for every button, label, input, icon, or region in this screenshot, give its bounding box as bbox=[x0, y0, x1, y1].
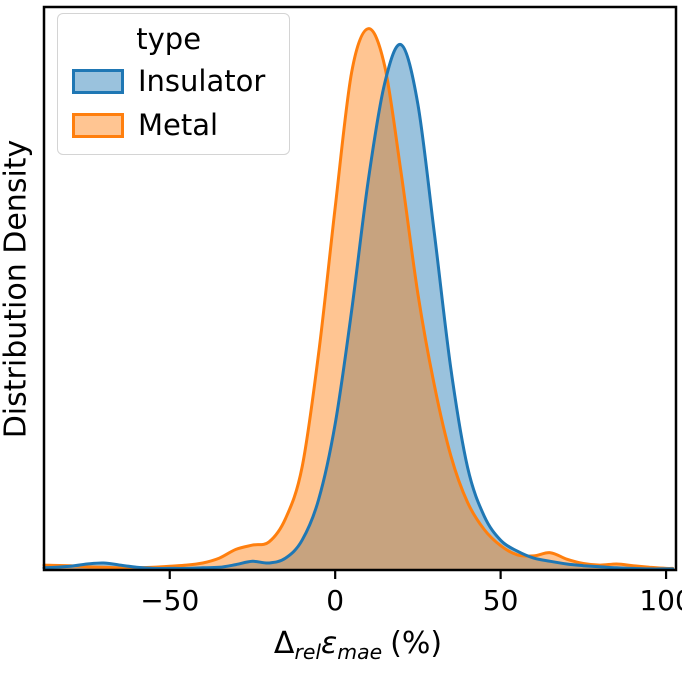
x-tick-label: 0 bbox=[326, 584, 344, 617]
y-axis-label: Distribution Density bbox=[0, 139, 34, 439]
legend-swatch-insulator bbox=[72, 68, 124, 94]
xlabel-mae-subscript: mae bbox=[337, 639, 383, 664]
xlabel-rel-subscript: rel bbox=[294, 639, 322, 664]
xlabel-delta-symbol: Δ bbox=[273, 626, 295, 661]
kde-fill-insulator bbox=[44, 44, 673, 571]
x-tick-label: 100 bbox=[639, 584, 682, 617]
xlabel-epsilon-symbol: ε bbox=[321, 626, 338, 661]
axes-spines bbox=[42, 5, 678, 572]
legend: type Insulator Metal bbox=[57, 13, 291, 155]
legend-entry-insulator: Insulator bbox=[72, 64, 265, 98]
x-axis-label: Δrelεmae (%) bbox=[273, 626, 443, 664]
x-tick-label: 50 bbox=[483, 584, 519, 617]
legend-entries: Insulator Metal bbox=[72, 64, 265, 142]
kde-line-metal bbox=[42, 27, 675, 570]
legend-entry-metal: Metal bbox=[72, 108, 265, 142]
x-tick-label: −50 bbox=[140, 584, 199, 617]
kde-fill-metal bbox=[44, 28, 673, 570]
legend-label-metal: Metal bbox=[138, 108, 219, 142]
xlabel-percent-suffix: (%) bbox=[390, 626, 443, 661]
legend-swatch-metal bbox=[72, 112, 124, 138]
kde-line-insulator bbox=[42, 43, 675, 571]
legend-label-insulator: Insulator bbox=[138, 64, 266, 98]
legend-title: type bbox=[136, 22, 202, 56]
